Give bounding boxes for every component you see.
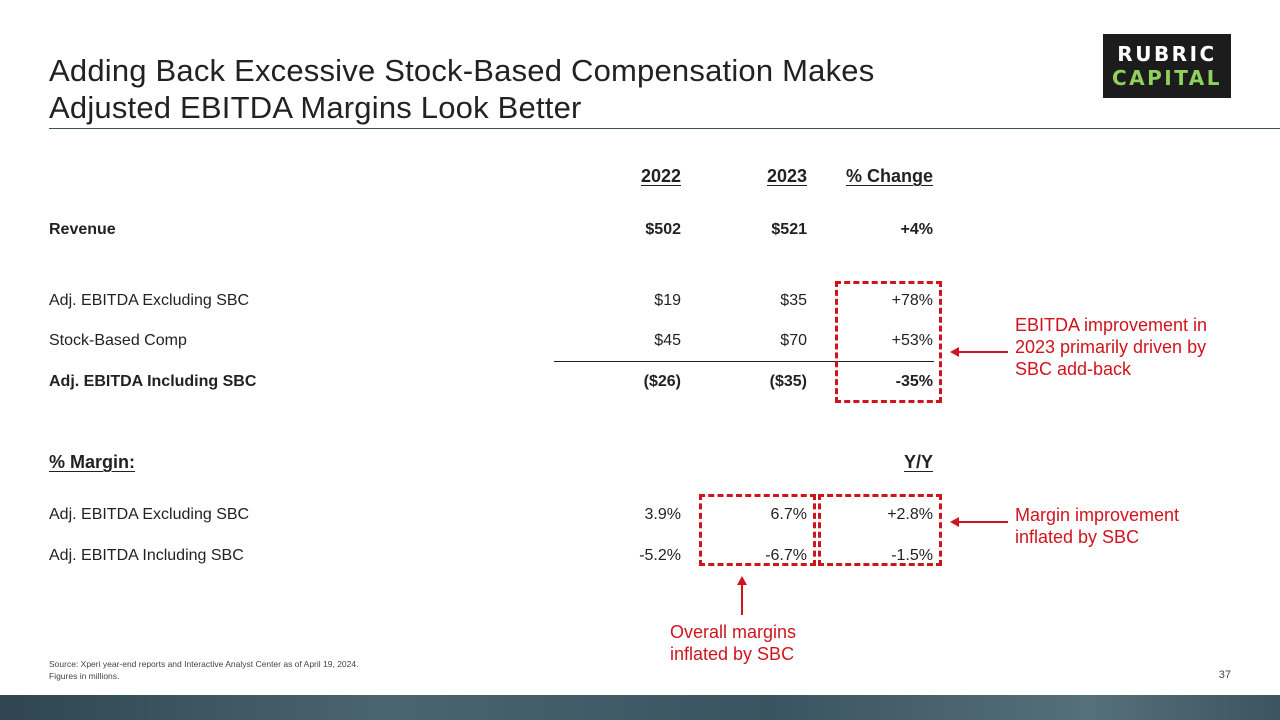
ebitda-improvement-note: EBITDA improvement in 2023 primarily dri… (1015, 314, 1207, 380)
value-2023: 6.7% (770, 506, 807, 523)
overall-note-line-1: Overall margins (670, 622, 797, 642)
value-change: +78% (891, 292, 933, 309)
header-2022: 2022 (640, 166, 681, 186)
overall-note-line-2: inflated by SBC (670, 644, 795, 664)
row-label: Adj. EBITDA Excluding SBC (49, 292, 250, 309)
source-line-1: Source: Xperi year-end reports and Inter… (49, 659, 359, 669)
yy-header: Y/Y (903, 452, 933, 472)
value-change: +4% (900, 221, 933, 238)
value-2022: 3.9% (644, 506, 681, 523)
ebitda-note-arrowhead (950, 347, 959, 357)
value-yy: +2.8% (887, 506, 933, 523)
margin-note-arrow-line (958, 521, 1008, 523)
row-label: Stock-Based Comp (49, 332, 187, 349)
margin-improvement-note: Margin improvement inflated by SBC (1015, 504, 1179, 548)
value-2023: $70 (780, 332, 807, 349)
margin-yy-highlight-box (818, 494, 942, 566)
value-2023: -6.7% (765, 547, 807, 564)
ebitda-note-arrow-line (958, 351, 1008, 353)
change-highlight-box (835, 281, 942, 403)
value-2022: ($26) (643, 373, 681, 390)
value-2022: $502 (645, 221, 681, 238)
page-number: 37 (1218, 669, 1231, 681)
margin-section-header: % Margin: (49, 452, 136, 472)
header-pct-change: % Change (845, 166, 933, 186)
value-2022: -5.2% (639, 547, 681, 564)
logo-line-1: RUBRIC (1117, 42, 1217, 66)
slide-title: Adding Back Excessive Stock-Based Compen… (49, 52, 1049, 126)
subtotal-rule (554, 361, 934, 362)
value-2023: $521 (771, 221, 807, 238)
margin-note-line-2: inflated by SBC (1015, 527, 1140, 547)
row-label: Adj. EBITDA Excluding SBC (49, 506, 250, 523)
value-2023: $35 (780, 292, 807, 309)
slide-title-line-1: Adding Back Excessive Stock-Based Compen… (49, 53, 875, 88)
value-2022: $45 (654, 332, 681, 349)
margin-2023-highlight-box (699, 494, 816, 566)
overall-note-arrowhead (737, 576, 747, 585)
logo-line-2: CAPITAL (1111, 66, 1223, 90)
rubric-capital-logo: RUBRIC CAPITAL (1103, 34, 1231, 98)
footer-band (0, 695, 1280, 720)
overall-note-arrow-line (741, 584, 743, 615)
ebitda-note-line-3: SBC add-back (1015, 359, 1132, 379)
row-label: Revenue (49, 221, 116, 238)
value-2022: $19 (654, 292, 681, 309)
header-2023: 2023 (766, 166, 807, 186)
source-note: Source: Xperi year-end reports and Inter… (49, 658, 358, 682)
value-change: -35% (895, 373, 933, 390)
value-2023: ($35) (769, 373, 807, 390)
title-divider (49, 128, 1280, 129)
margin-note-line-1: Margin improvement (1015, 505, 1180, 525)
ebitda-note-line-2: 2023 primarily driven by (1015, 337, 1207, 357)
row-label: Adj. EBITDA Including SBC (49, 547, 244, 564)
value-change: +53% (891, 332, 933, 349)
overall-margins-note: Overall margins inflated by SBC (670, 621, 796, 665)
row-label: Adj. EBITDA Including SBC (49, 373, 257, 390)
value-yy: -1.5% (891, 547, 933, 564)
ebitda-note-line-1: EBITDA improvement in (1015, 315, 1208, 335)
margin-note-arrowhead (950, 517, 959, 527)
source-line-2: Figures in millions. (49, 671, 120, 681)
slide-title-line-2: Adjusted EBITDA Margins Look Better (49, 90, 582, 125)
